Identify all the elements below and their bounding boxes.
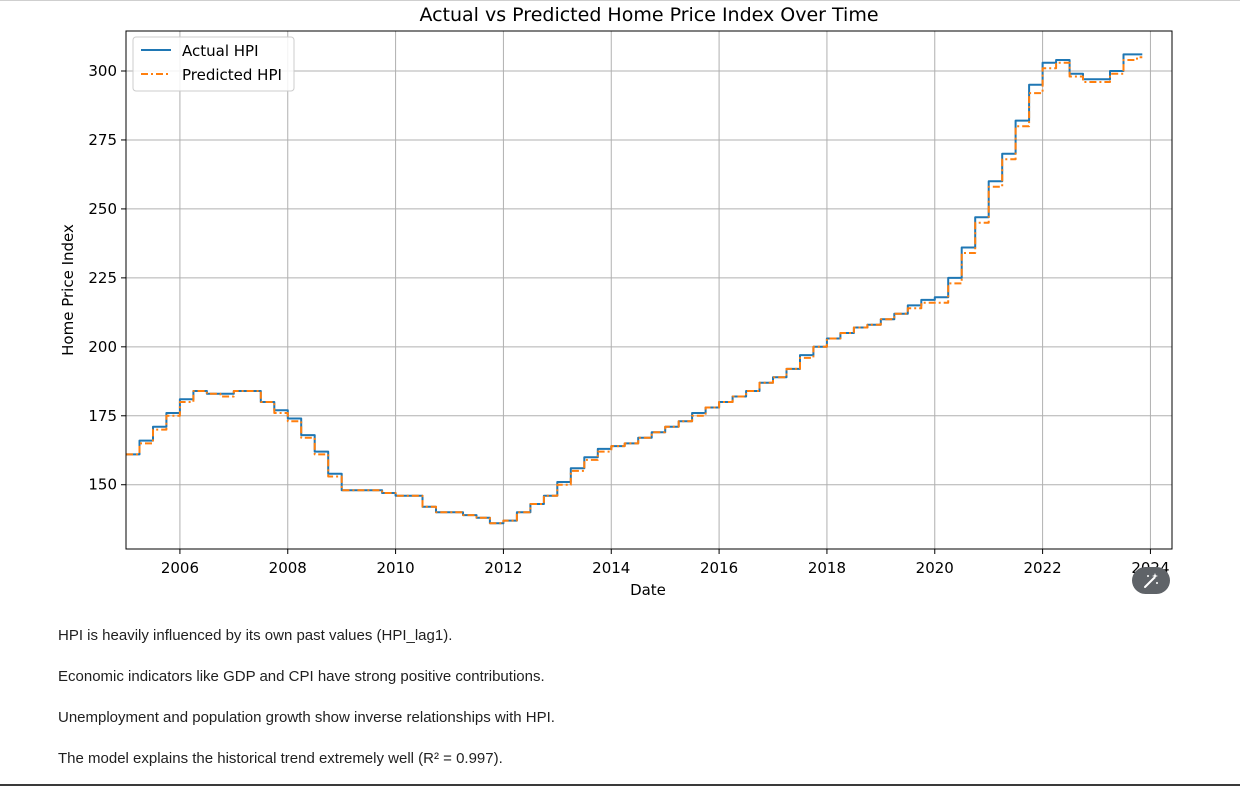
note-line: Unemployment and population growth show … [58,709,555,726]
magic-wand-button[interactable] [1132,567,1170,594]
x-tick-label: 2016 [700,559,738,577]
hpi-line-chart: 2006200820102012201420162018202020222024… [59,4,1173,599]
magic-wand-icon [1144,572,1158,588]
x-tick-label: 2008 [269,559,307,577]
y-axis-label: Home Price Index [59,224,77,356]
legend-label-actual: Actual HPI [182,42,259,60]
x-tick-label: 2020 [916,559,954,577]
top-divider [0,0,1240,1]
bottom-divider [0,784,1240,786]
y-tick-label: 275 [88,131,117,149]
y-tick-label: 225 [88,269,117,287]
y-tick-label: 200 [88,338,117,356]
x-tick-label: 2010 [376,559,414,577]
grid-lines [126,31,1172,549]
series-line-actual-hpi [126,53,1143,525]
y-tick-label: 300 [88,62,117,80]
x-tick-label: 2022 [1024,559,1062,577]
x-axis-label: Date [630,581,666,599]
plot-frame [125,30,1173,550]
y-tick-label: 150 [88,476,117,494]
y-tick-label: 250 [88,200,117,218]
x-tick-label: 2018 [808,559,846,577]
note-line: HPI is heavily influenced by its own pas… [58,627,453,644]
legend-box [132,36,295,92]
x-tick-label: 2012 [484,559,522,577]
chart-title: Actual vs Predicted Home Price Index Ove… [419,4,878,26]
note-line: Economic indicators like GDP and CPI hav… [58,668,545,685]
axis-ticks: 2006200820102012201420162018202020222024… [88,62,1169,577]
series-line-predicted-hpi [126,56,1143,525]
y-tick-label: 175 [88,407,117,425]
series-lines [126,53,1143,525]
legend-label-predicted: Predicted HPI [182,66,282,84]
insight-notes: HPI is heavily influenced by its own pas… [58,626,1158,790]
x-tick-label: 2006 [161,559,199,577]
legend: Actual HPI Predicted HPI [132,36,295,92]
x-tick-label: 2014 [592,559,630,577]
note-line: The model explains the historical trend … [58,750,503,767]
